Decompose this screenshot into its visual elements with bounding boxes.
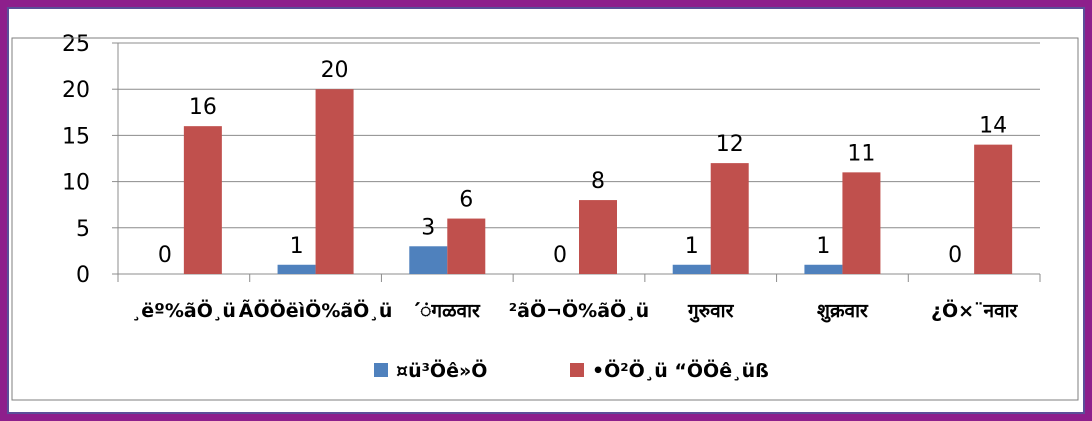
bar-series2: [183, 126, 222, 274]
bar-series2: [974, 144, 1013, 274]
bar-series2: [710, 163, 749, 274]
y-tick-label: 0: [76, 263, 90, 288]
category-label: ²ãÖ¬Ö%ãÖ¸ü: [509, 298, 649, 322]
y-tick-label: 15: [62, 124, 90, 149]
y-tick-label: 5: [76, 217, 90, 242]
data-label: 11: [847, 141, 875, 166]
data-label: 1: [685, 234, 699, 259]
bar-series2: [842, 172, 881, 274]
data-label: 20: [321, 58, 349, 83]
data-label: 6: [459, 188, 473, 213]
bar-series1: [672, 264, 711, 274]
data-label: 1: [816, 234, 830, 259]
category-label: ´ंगळवार: [415, 300, 481, 322]
bar-series1: [409, 246, 448, 274]
chart-border: [11, 37, 1079, 401]
bar-series2: [447, 218, 486, 274]
data-label: 0: [553, 243, 567, 268]
category-label: ¸ëº%ãÖ¸ü: [132, 298, 236, 322]
legend-swatch: [570, 363, 584, 377]
legend-swatch: [374, 363, 388, 377]
y-tick-label: 25: [62, 32, 90, 57]
data-label: 0: [948, 243, 962, 268]
data-label: 14: [979, 114, 1007, 139]
category-label: ÃÖÖëìÖ%ãÖ¸ü: [239, 298, 393, 322]
data-label: 16: [189, 95, 217, 120]
category-label: गुरुवार: [687, 300, 735, 323]
bar-series1: [277, 264, 316, 274]
data-label: 12: [716, 132, 744, 157]
data-label: 0: [158, 243, 172, 268]
bar-series2: [315, 89, 354, 274]
y-tick-label: 20: [62, 78, 90, 103]
data-label: 8: [591, 169, 605, 194]
legend-label: ¤ü³Öê»Ö: [396, 358, 487, 382]
category-label: शुक्रवार: [817, 300, 869, 323]
data-label: 3: [421, 215, 435, 240]
y-tick-label: 10: [62, 171, 90, 196]
bar-series1: [804, 264, 843, 274]
legend-label: •Ö²Ö¸ü “ÖÖê¸üß: [592, 358, 769, 382]
category-label: ¿Ö×¨नवार: [931, 298, 1019, 322]
data-label: 1: [290, 234, 304, 259]
bar-series2: [579, 200, 617, 274]
